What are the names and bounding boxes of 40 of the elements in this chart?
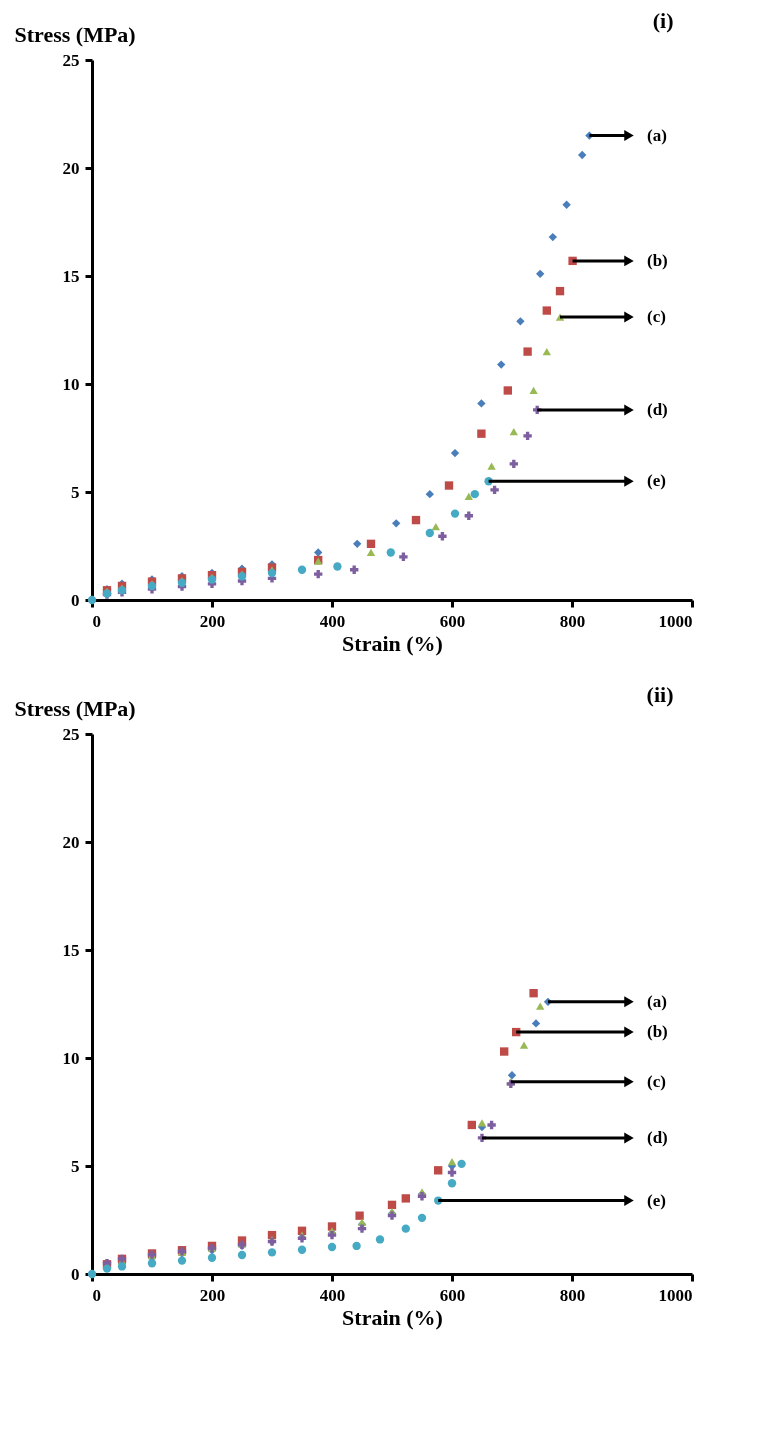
annotation: (e) [647,471,666,491]
annotation: (a) [647,991,667,1011]
annotation: (d) [647,1127,668,1147]
annotation: (b) [647,250,668,270]
y-tick-label: 25 [62,50,80,70]
y-tick-label: 20 [62,158,80,178]
x-tick-label: 400 [319,611,346,631]
x-tick-label: 0 [92,1285,101,1305]
x-tick-label: 1000 [658,611,693,631]
y-tick-label: 25 [62,724,80,744]
y-tick-label: 15 [62,940,80,960]
x-tick-label: 200 [199,611,226,631]
y-axis-title: Stress (MPa) [14,695,136,721]
chart-title: (i) [652,8,674,33]
y-axis-title: Stress (MPa) [14,21,136,47]
x-tick-label: 200 [199,1285,226,1305]
x-tick-label: 600 [439,1285,466,1305]
x-axis-title: Strain (%) [342,630,443,656]
y-tick-label: 10 [62,374,80,394]
chart-title: (ii) [646,682,674,707]
x-axis-title: Strain (%) [342,1304,443,1330]
annotation: (e) [647,1190,666,1210]
annotation: (c) [647,1071,666,1091]
x-tick-label: 1000 [658,1285,693,1305]
x-tick-label: 0 [92,611,101,631]
x-tick-label: 800 [559,1285,586,1305]
y-tick-label: 10 [62,1048,80,1068]
y-tick-label: 0 [71,1264,80,1284]
y-tick-label: 15 [62,266,80,286]
y-tick-label: 20 [62,832,80,852]
annotation: (c) [647,307,666,327]
x-tick-label: 600 [439,611,466,631]
x-tick-label: 800 [559,611,586,631]
y-tick-label: 0 [71,590,80,610]
y-tick-label: 5 [71,482,80,502]
x-tick-label: 400 [319,1285,346,1305]
annotation: (d) [647,399,668,419]
y-tick-label: 5 [71,1156,80,1176]
annotation: (b) [647,1022,668,1042]
annotation: (a) [647,125,667,145]
